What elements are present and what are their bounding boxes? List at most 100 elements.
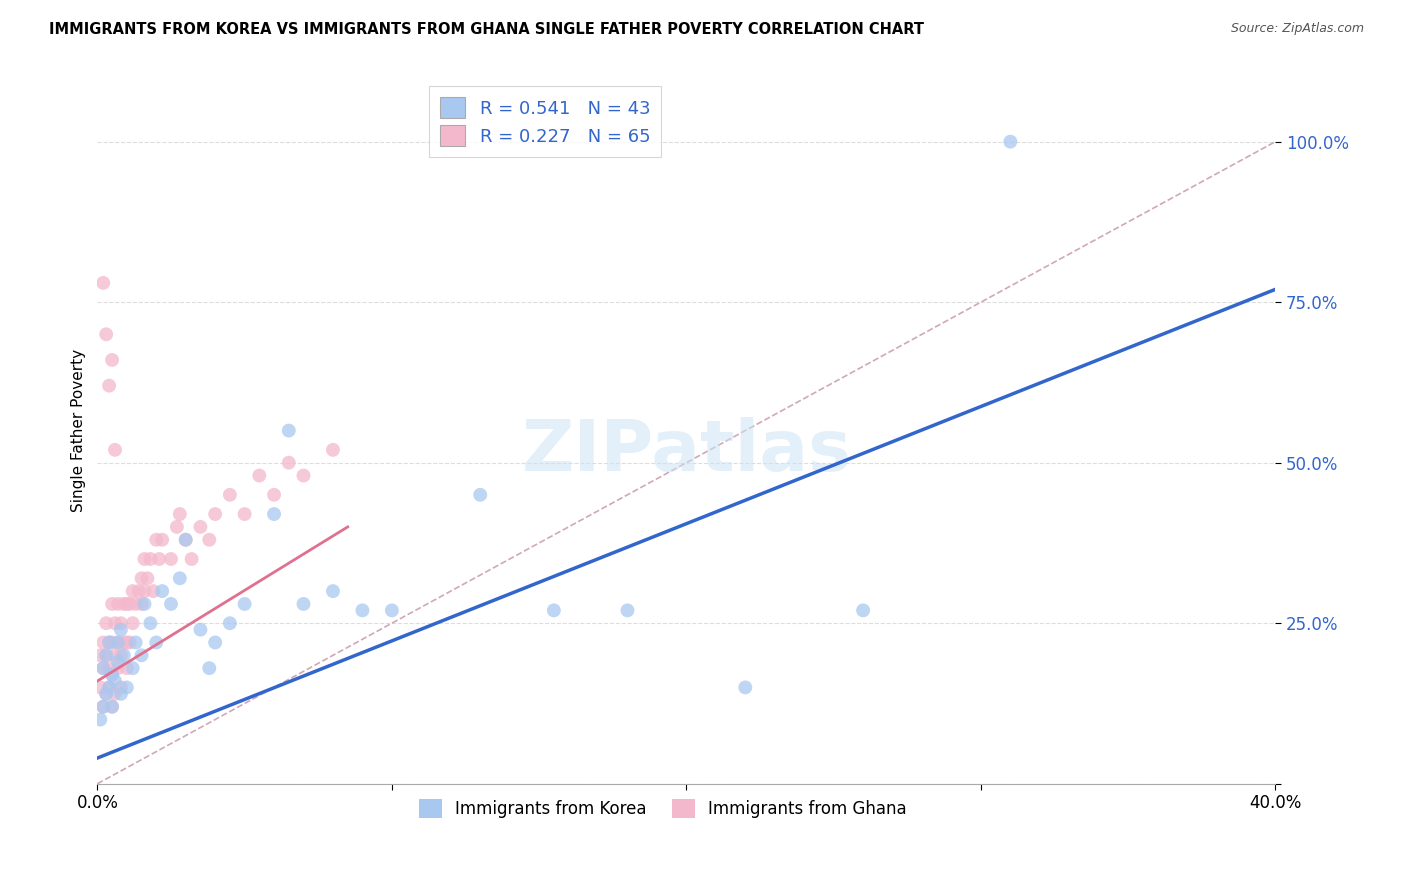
Point — [219, 488, 242, 502]
Point — [91, 635, 114, 649]
Point — [174, 533, 197, 547]
Point — [89, 681, 111, 695]
Point — [118, 597, 141, 611]
Point — [107, 661, 129, 675]
Point — [124, 597, 146, 611]
Point — [139, 552, 162, 566]
Point — [110, 648, 132, 663]
Point — [112, 635, 135, 649]
Point — [101, 597, 124, 611]
Text: ZIPatlas: ZIPatlas — [522, 417, 852, 486]
Point — [180, 552, 202, 566]
Point — [112, 597, 135, 611]
Point — [166, 520, 188, 534]
Point — [115, 681, 138, 695]
Point — [107, 655, 129, 669]
Point — [89, 713, 111, 727]
Point — [121, 661, 143, 675]
Point — [145, 533, 167, 547]
Point — [190, 623, 212, 637]
Point — [142, 584, 165, 599]
Point — [91, 276, 114, 290]
Point — [852, 603, 875, 617]
Point — [139, 616, 162, 631]
Point — [107, 635, 129, 649]
Point — [110, 681, 132, 695]
Point — [91, 661, 114, 675]
Point — [121, 616, 143, 631]
Point — [148, 552, 170, 566]
Point — [104, 687, 127, 701]
Point — [292, 468, 315, 483]
Point — [107, 597, 129, 611]
Point — [131, 571, 153, 585]
Point — [98, 681, 121, 695]
Point — [134, 584, 156, 599]
Point — [91, 661, 114, 675]
Point — [91, 699, 114, 714]
Point — [96, 616, 118, 631]
Point — [96, 687, 118, 701]
Point — [104, 648, 127, 663]
Point — [124, 635, 146, 649]
Point — [131, 648, 153, 663]
Point — [101, 635, 124, 649]
Point — [128, 584, 150, 599]
Text: IMMIGRANTS FROM KOREA VS IMMIGRANTS FROM GHANA SINGLE FATHER POVERTY CORRELATION: IMMIGRANTS FROM KOREA VS IMMIGRANTS FROM… — [49, 22, 924, 37]
Point — [104, 442, 127, 457]
Point — [734, 681, 756, 695]
Point — [160, 597, 183, 611]
Point — [104, 673, 127, 688]
Point — [233, 597, 256, 611]
Point — [470, 488, 492, 502]
Y-axis label: Single Father Poverty: Single Father Poverty — [72, 349, 86, 512]
Point — [98, 681, 121, 695]
Point — [204, 635, 226, 649]
Point — [101, 699, 124, 714]
Point — [381, 603, 404, 617]
Point — [121, 584, 143, 599]
Point — [96, 687, 118, 701]
Point — [543, 603, 565, 617]
Point — [134, 552, 156, 566]
Point — [263, 507, 285, 521]
Point — [89, 648, 111, 663]
Point — [115, 597, 138, 611]
Point — [263, 488, 285, 502]
Point — [169, 507, 191, 521]
Point — [101, 667, 124, 681]
Point — [160, 552, 183, 566]
Point — [277, 456, 299, 470]
Point — [233, 507, 256, 521]
Point — [112, 648, 135, 663]
Point — [115, 661, 138, 675]
Point — [96, 327, 118, 342]
Point — [101, 699, 124, 714]
Text: Source: ZipAtlas.com: Source: ZipAtlas.com — [1230, 22, 1364, 36]
Point — [96, 648, 118, 663]
Point — [91, 699, 114, 714]
Point — [118, 635, 141, 649]
Point — [190, 520, 212, 534]
Point — [136, 571, 159, 585]
Point — [104, 616, 127, 631]
Point — [107, 635, 129, 649]
Point — [322, 442, 344, 457]
Point — [110, 687, 132, 701]
Point — [219, 616, 242, 631]
Point — [101, 667, 124, 681]
Point — [98, 378, 121, 392]
Point — [101, 353, 124, 368]
Point — [204, 507, 226, 521]
Point — [169, 571, 191, 585]
Point — [145, 635, 167, 649]
Point — [131, 597, 153, 611]
Point — [98, 661, 121, 675]
Legend: Immigrants from Korea, Immigrants from Ghana: Immigrants from Korea, Immigrants from G… — [412, 792, 914, 825]
Point — [198, 533, 221, 547]
Point — [174, 533, 197, 547]
Point — [352, 603, 374, 617]
Point — [98, 635, 121, 649]
Point — [115, 635, 138, 649]
Point — [247, 468, 270, 483]
